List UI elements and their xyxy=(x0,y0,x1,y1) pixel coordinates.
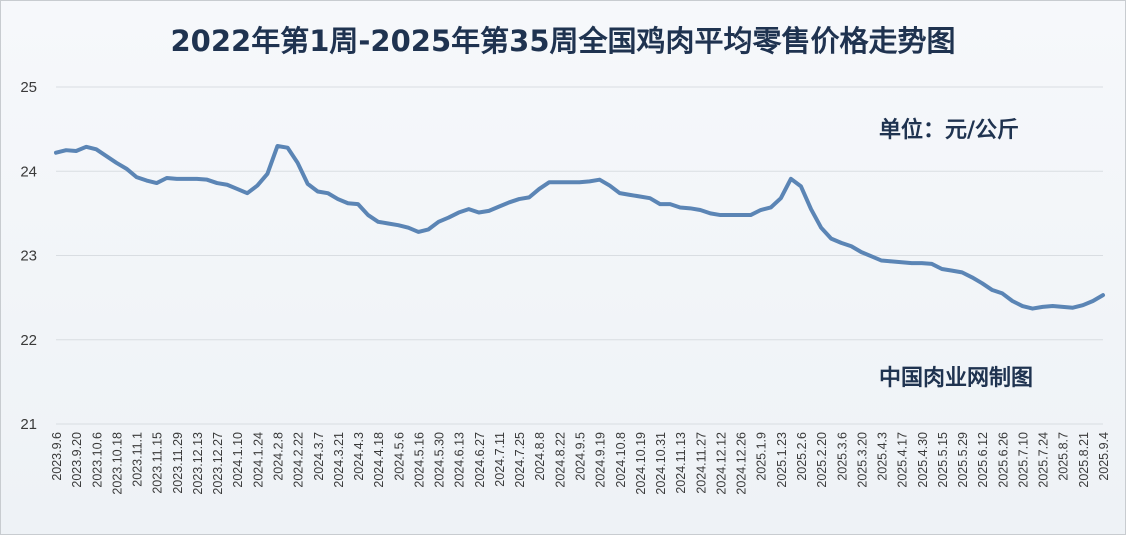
x-tick-label: 2024.10.19 xyxy=(634,432,648,495)
x-tick-label: 2024.6.27 xyxy=(473,432,487,488)
x-tick-label: 2025.4.17 xyxy=(896,432,910,488)
source-annotation: 中国肉业网制图 xyxy=(879,366,1033,391)
x-tick-label: 2024.5.30 xyxy=(433,432,447,488)
x-tick-label: 2025.5.29 xyxy=(956,432,970,488)
y-tick-label: 23 xyxy=(20,248,37,265)
grid-lines xyxy=(56,86,1103,425)
unit-annotation: 单位：元/公斤 xyxy=(879,117,1019,143)
x-tick-label: 2024.10.8 xyxy=(614,432,628,488)
x-tick-label: 2025.6.26 xyxy=(996,432,1010,488)
x-tick-label: 2025.2.6 xyxy=(795,432,809,481)
x-tick-label: 2024.11.13 xyxy=(674,432,688,494)
x-tick-label: 2025.1.9 xyxy=(755,432,769,481)
y-tick-label: 21 xyxy=(20,416,37,433)
x-tick-label: 2024.7.11 xyxy=(493,432,507,487)
x-tick-label: 2023.9.20 xyxy=(70,432,84,488)
x-tick-label: 2024.1.24 xyxy=(251,432,265,488)
x-tick-label: 2025.4.3 xyxy=(876,432,890,481)
x-tick-label: 2023.12.13 xyxy=(191,432,205,495)
x-tick-label: 2024.4.3 xyxy=(352,432,366,481)
x-tick-label: 2023.10.18 xyxy=(110,432,124,495)
x-tick-label: 2024.3.21 xyxy=(332,432,346,488)
x-tick-label: 2024.3.7 xyxy=(312,432,326,481)
x-tick-label: 2024.12.26 xyxy=(735,432,749,495)
x-tick-labels: 2023.9.6 2023.9.20 2023.10.6 2023.10.18 2023… xyxy=(50,432,1111,495)
y-tick-label: 22 xyxy=(20,332,37,349)
x-tick-label: 2023.10.6 xyxy=(90,432,104,488)
x-tick-label: 2024.11.27 xyxy=(694,432,708,494)
x-tick-label: 2023.12.27 xyxy=(211,432,225,495)
x-tick-label: 2025.8.21 xyxy=(1077,432,1091,488)
x-tick-label: 2024.5.6 xyxy=(392,432,406,481)
x-tick-label: 2025.3.20 xyxy=(855,432,869,488)
x-tick-label: 2025.1.23 xyxy=(775,432,789,488)
x-tick-label: 2025.7.10 xyxy=(1016,432,1030,488)
x-tick-label: 2023.11.1 xyxy=(131,432,145,487)
y-tick-labels: 21 22 23 24 25 xyxy=(20,79,37,433)
x-tick-label: 2024.10.31 xyxy=(654,432,668,495)
x-tick-label: 2024.8.8 xyxy=(533,432,547,481)
x-tick-label: 2025.3.6 xyxy=(835,432,849,481)
x-tick-label: 2024.4.18 xyxy=(372,432,386,488)
x-tick-label: 2024.6.13 xyxy=(453,432,467,488)
x-tick-label: 2025.8.7 xyxy=(1057,432,1071,481)
x-tick-label: 2025.6.12 xyxy=(976,432,990,488)
y-tick-label: 24 xyxy=(20,163,37,180)
x-tick-label: 2024.1.10 xyxy=(231,432,245,488)
x-tick-label: 2024.7.25 xyxy=(513,432,527,488)
x-tick-label: 2024.12.12 xyxy=(714,432,728,495)
x-tick-label: 2024.9.5 xyxy=(574,432,588,481)
x-tick-label: 2024.9.19 xyxy=(594,432,608,488)
chart-title: 2022年第1周-2025年第35周全国鸡肉平均零售价格走势图 xyxy=(171,24,956,58)
series-line xyxy=(54,143,1105,311)
x-tick-label: 2023.9.6 xyxy=(50,432,64,481)
x-tick-label: 2025.5.15 xyxy=(936,432,950,488)
x-tick-label: 2024.8.22 xyxy=(553,432,567,488)
x-tick-label: 2025.9.4 xyxy=(1097,432,1111,481)
y-tick-label: 25 xyxy=(20,79,37,96)
x-tick-label: 2024.2.22 xyxy=(292,432,306,488)
x-tick-label: 2023.11.29 xyxy=(171,432,185,494)
x-tick-label: 2024.5.16 xyxy=(412,432,426,488)
x-tick-label: 2025.7.24 xyxy=(1037,432,1051,488)
x-tick-label: 2024.2.8 xyxy=(271,432,285,481)
x-tick-label: 2025.2.20 xyxy=(815,432,829,488)
x-tick-label: 2025.4.30 xyxy=(916,432,930,488)
x-tick-label: 2023.11.15 xyxy=(151,432,165,494)
